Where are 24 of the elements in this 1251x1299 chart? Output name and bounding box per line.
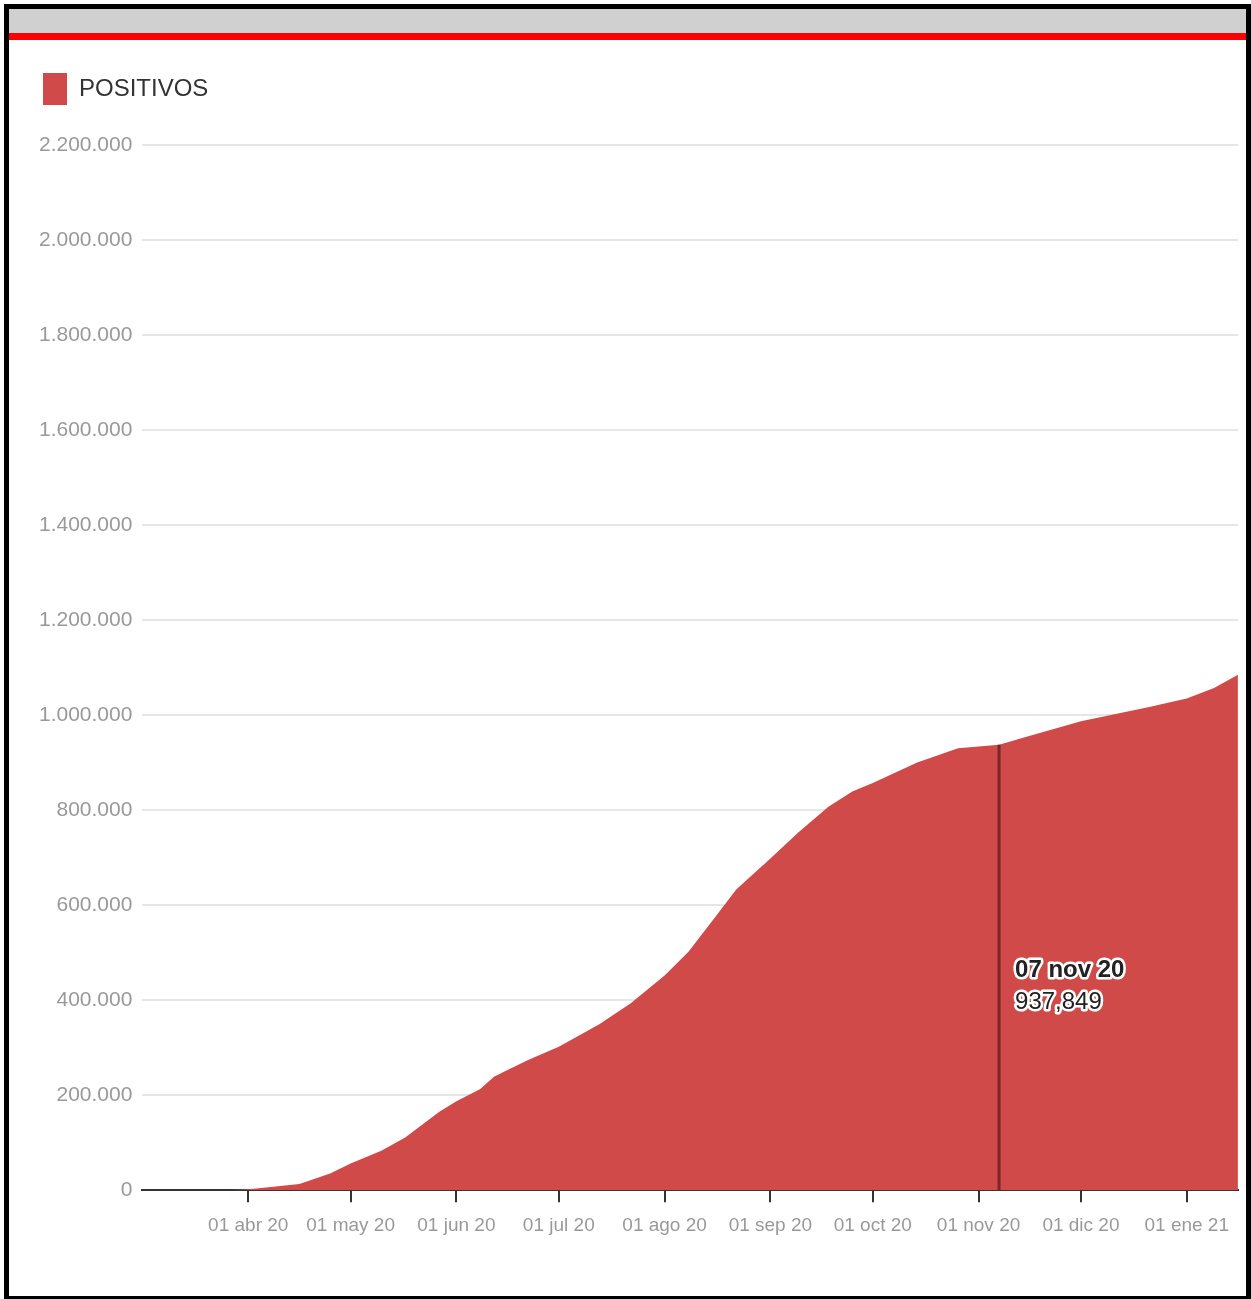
ref-line-label: 07 nov 20 937,849 — [1015, 955, 1125, 1015]
y-tick-label: 200.000 — [56, 1081, 133, 1105]
x-tick-label: 01 dic 20 — [1042, 1213, 1120, 1235]
y-tick-label: 2.000.000 — [38, 226, 133, 250]
y-tick-label: 0 — [120, 1177, 133, 1200]
x-tick-label: 01 may 20 — [306, 1213, 395, 1235]
y-tick-label: 1.600.000 — [38, 416, 133, 440]
x-tick-label: 01 abr 20 — [208, 1213, 289, 1235]
y-tick-label: 600.000 — [56, 891, 133, 915]
x-tick-label: 01 ago 20 — [622, 1213, 707, 1235]
y-tick-label: 2.200.000 — [38, 131, 133, 155]
y-tick-label: 400.000 — [56, 986, 133, 1010]
y-tick-label: 800.000 — [56, 796, 133, 820]
y-tick-label: 1.800.000 — [38, 321, 133, 345]
y-tick-label: 1.200.000 — [38, 606, 133, 630]
x-tick-label: 01 sep 20 — [728, 1213, 813, 1235]
x-tick-label: 01 nov 20 — [936, 1213, 1021, 1235]
x-tick-label: 01 ene 21 — [1144, 1213, 1229, 1235]
y-tick-label: 1.000.000 — [38, 701, 133, 725]
x-tick-label: 01 jun 20 — [417, 1213, 496, 1235]
legend-label: POSITIVOS — [79, 73, 209, 101]
y-tick-label: 1.400.000 — [38, 511, 133, 535]
x-tick-label: 01 oct 20 — [833, 1213, 912, 1235]
x-tick-label: 01 jul 20 — [522, 1213, 595, 1235]
